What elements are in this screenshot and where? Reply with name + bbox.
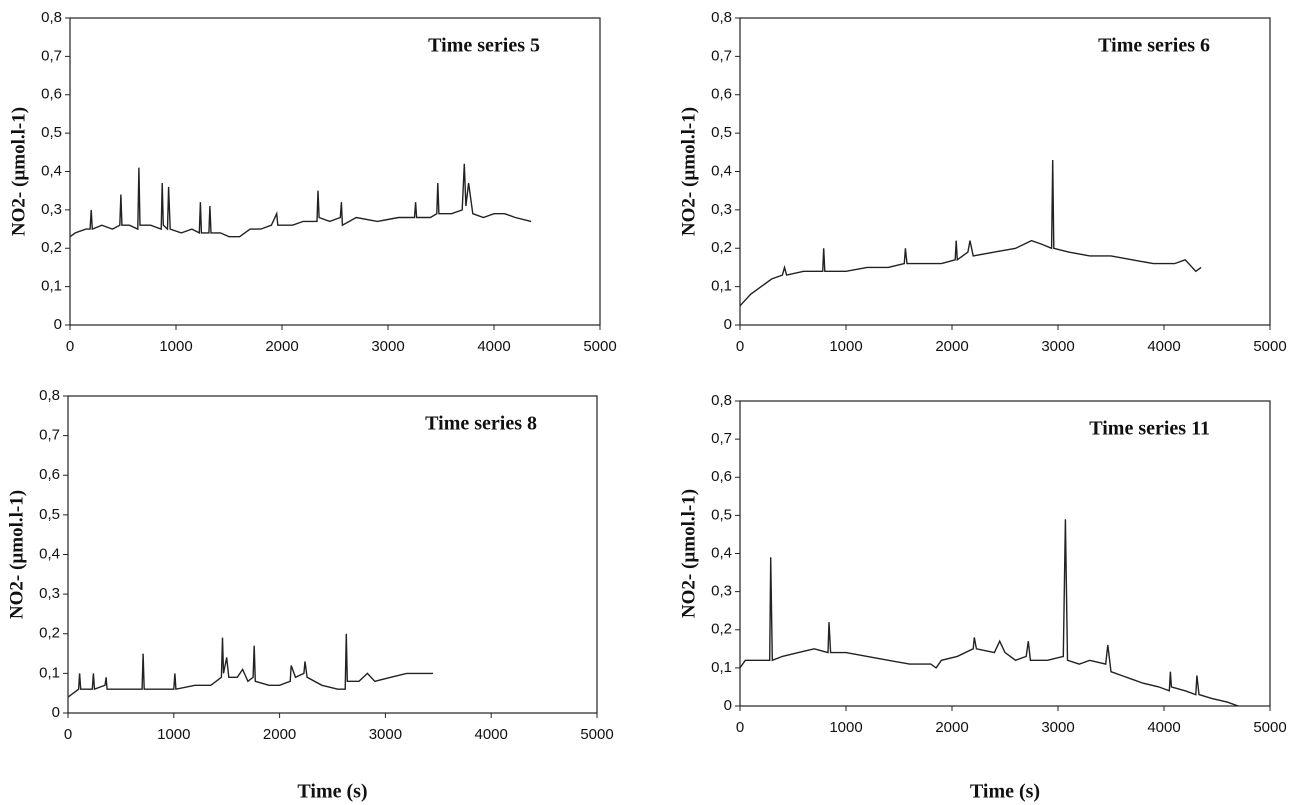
y-tick-label: 0,5 (39, 506, 60, 523)
chart: 0 0,1 0,2 0,3 0,4 0,5 0,6 0,7 0,8 0 1000 2000 3000 40… (678, 392, 1286, 803)
y-tick-label: 0,3 (39, 585, 60, 602)
y-tick-label: 0,7 (711, 47, 732, 64)
y-tick-label: 0,6 (39, 466, 60, 483)
y-tick-label: 0,6 (711, 468, 732, 485)
y-tick-label: 0,2 (39, 625, 60, 642)
chart-title: Time series 8 (425, 413, 537, 435)
x-tick-label: 3000 (371, 338, 404, 355)
plot-frame (739, 400, 1271, 707)
chart-title: Time series 11 (1089, 418, 1210, 440)
x-tick-label: 1000 (829, 719, 862, 736)
x-tick-label: 5000 (583, 338, 616, 355)
y-tick-label: 0,2 (711, 621, 732, 638)
y-tick-label: 0,6 (41, 86, 62, 103)
chart-title: Time series 6 (1098, 35, 1210, 57)
chart: 0 0,1 0,2 0,3 0,4 0,5 0,6 0,7 0,8 0 1000 2000 3000 40… (6, 387, 613, 803)
y-tick-label: 0,4 (41, 162, 62, 179)
y-tick-label: 0,1 (39, 664, 60, 681)
y-tick-label: 0,5 (711, 506, 732, 523)
y-tick-label: 0,4 (711, 162, 732, 179)
plot-frame (69, 17, 601, 326)
y-tick-label: 0,7 (39, 427, 60, 444)
y-tick-label: 0,3 (711, 583, 732, 600)
x-tick-label: 2000 (935, 719, 968, 736)
y-tick-label: 0,8 (711, 392, 732, 409)
x-tick-label: 2000 (265, 338, 298, 355)
data-line (67, 633, 433, 698)
chart-title: Time series 5 (428, 35, 540, 57)
x-tick-label: 5000 (1253, 338, 1286, 355)
x-tick-label: 1000 (829, 338, 862, 355)
y-tick-label: 0,7 (711, 430, 732, 447)
y-tick-label: 0,3 (41, 201, 62, 218)
x-tick-label: 0 (736, 338, 744, 355)
y-tick-label: 0 (724, 316, 732, 333)
y-tick-label: 0,6 (711, 86, 732, 103)
plot-frame (67, 395, 598, 714)
data-line (69, 163, 532, 238)
y-tick-label: 0 (52, 704, 60, 721)
y-tick-label: 0,1 (41, 278, 62, 295)
x-axis-label: Time (s) (970, 781, 1040, 803)
y-tick-label: 0,2 (41, 239, 62, 256)
x-tick-label: 0 (736, 719, 744, 736)
data-line (739, 159, 1202, 307)
y-tick-label: 0,3 (711, 201, 732, 218)
y-tick-label: 0 (54, 316, 62, 333)
y-tick-label: 0,8 (41, 9, 62, 26)
x-tick-label: 4000 (475, 726, 508, 743)
x-tick-label: 3000 (369, 726, 402, 743)
x-tick-label: 2000 (263, 726, 296, 743)
x-tick-label: 1000 (159, 338, 192, 355)
y-tick-label: 0,7 (41, 47, 62, 64)
x-tick-label: 5000 (1253, 719, 1286, 736)
y-tick-label: 0,4 (39, 545, 60, 562)
x-tick-label: 3000 (1041, 719, 1074, 736)
x-tick-label: 0 (64, 726, 72, 743)
x-tick-label: 0 (66, 338, 74, 355)
chart: 0 0,1 0,2 0,3 0,4 0,5 0,6 0,7 0,8 0 1000 2000 3000 40… (8, 9, 616, 355)
y-axis-label: NO2- (µmol.l-1) (678, 107, 699, 236)
y-axis-label: NO2- (µmol.l-1) (678, 489, 699, 618)
y-tick-label: 0,8 (711, 9, 732, 26)
x-tick-label: 3000 (1041, 338, 1074, 355)
y-tick-label: 0,1 (711, 278, 732, 295)
y-tick-label: 0,5 (41, 124, 62, 141)
y-tick-label: 0,2 (711, 239, 732, 256)
x-axis-label: Time (s) (297, 781, 367, 803)
y-tick-label: 0,1 (711, 659, 732, 676)
y-tick-label: 0,8 (39, 387, 60, 404)
chart: 0 0,1 0,2 0,3 0,4 0,5 0,6 0,7 0,8 0 1000 2000 3000 40… (678, 9, 1286, 355)
x-tick-label: 5000 (580, 726, 613, 743)
data-line (739, 519, 1239, 707)
x-tick-label: 1000 (157, 726, 190, 743)
x-tick-label: 4000 (477, 338, 510, 355)
y-tick-label: 0,5 (711, 124, 732, 141)
y-axis-label: NO2- (µmol.l-1) (8, 107, 29, 236)
x-tick-label: 4000 (1147, 338, 1180, 355)
y-axis-label: NO2- (µmol.l-1) (6, 490, 27, 619)
plot-frame (739, 17, 1271, 326)
x-tick-label: 2000 (935, 338, 968, 355)
x-tick-label: 4000 (1147, 719, 1180, 736)
y-tick-label: 0 (724, 697, 732, 714)
y-tick-label: 0,4 (711, 544, 732, 561)
